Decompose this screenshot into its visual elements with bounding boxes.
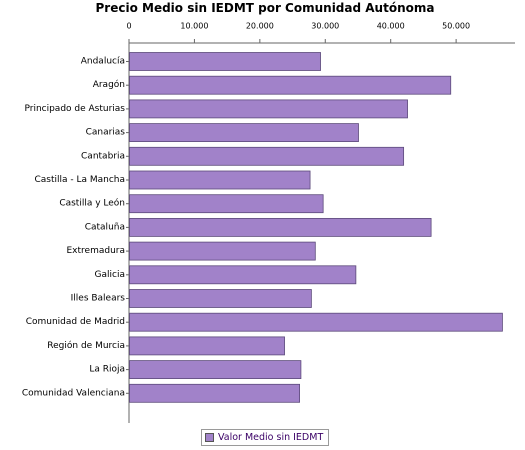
legend-swatch (205, 433, 214, 442)
chart-title: Precio Medio sin IEDMT por Comunidad Aut… (96, 1, 435, 15)
category-label: Comunidad de Madrid (26, 317, 125, 327)
bar (129, 194, 324, 214)
x-tick-label: 10.000 (180, 22, 208, 31)
category-label: La Rioja (89, 365, 125, 375)
bar (129, 52, 321, 71)
category-label: Principado de Asturias (24, 104, 125, 114)
category-label: Comunidad Valenciana (22, 388, 125, 398)
bar (129, 289, 312, 308)
x-tick-label: 40.000 (377, 22, 405, 31)
legend: Valor Medio sin IEDMT (201, 429, 330, 446)
bar (129, 146, 405, 166)
bars (129, 52, 503, 403)
legend-label: Valor Medio sin IEDMT (218, 432, 324, 443)
bar (129, 170, 311, 190)
x-tick-label: 50.000 (442, 22, 470, 31)
x-axis: 0 10.000 20.000 30.000 40.000 50.000 (126, 22, 515, 423)
bar (129, 383, 301, 403)
category-label: Aragón (93, 79, 125, 90)
bar (129, 312, 503, 332)
category-label: Región de Murcia (47, 340, 125, 351)
bar (129, 265, 357, 285)
category-label: Galicia (95, 270, 125, 280)
bar (129, 360, 302, 380)
x-tick-label: 30.000 (311, 22, 339, 31)
x-tick-label: 20.000 (246, 22, 274, 31)
category-label: Illes Balears (71, 294, 126, 304)
category-label: Canarias (86, 128, 126, 138)
category-label: Castilla - La Mancha (34, 175, 125, 185)
category-label: Cataluña (85, 222, 125, 232)
category-label: Cantabria (81, 151, 125, 161)
category-label: Extremadura (67, 246, 126, 256)
bar (129, 99, 408, 119)
category-label: Castilla y León (59, 198, 125, 209)
bar (129, 336, 285, 356)
y-axis: Andalucía Aragón Principado de Asturias Can… (22, 57, 129, 398)
bar (129, 217, 432, 237)
bar (129, 75, 452, 95)
category-label: Andalucía (81, 57, 125, 67)
bar (129, 123, 359, 142)
x-tick-label: 0 (126, 22, 131, 31)
bar (129, 241, 316, 261)
